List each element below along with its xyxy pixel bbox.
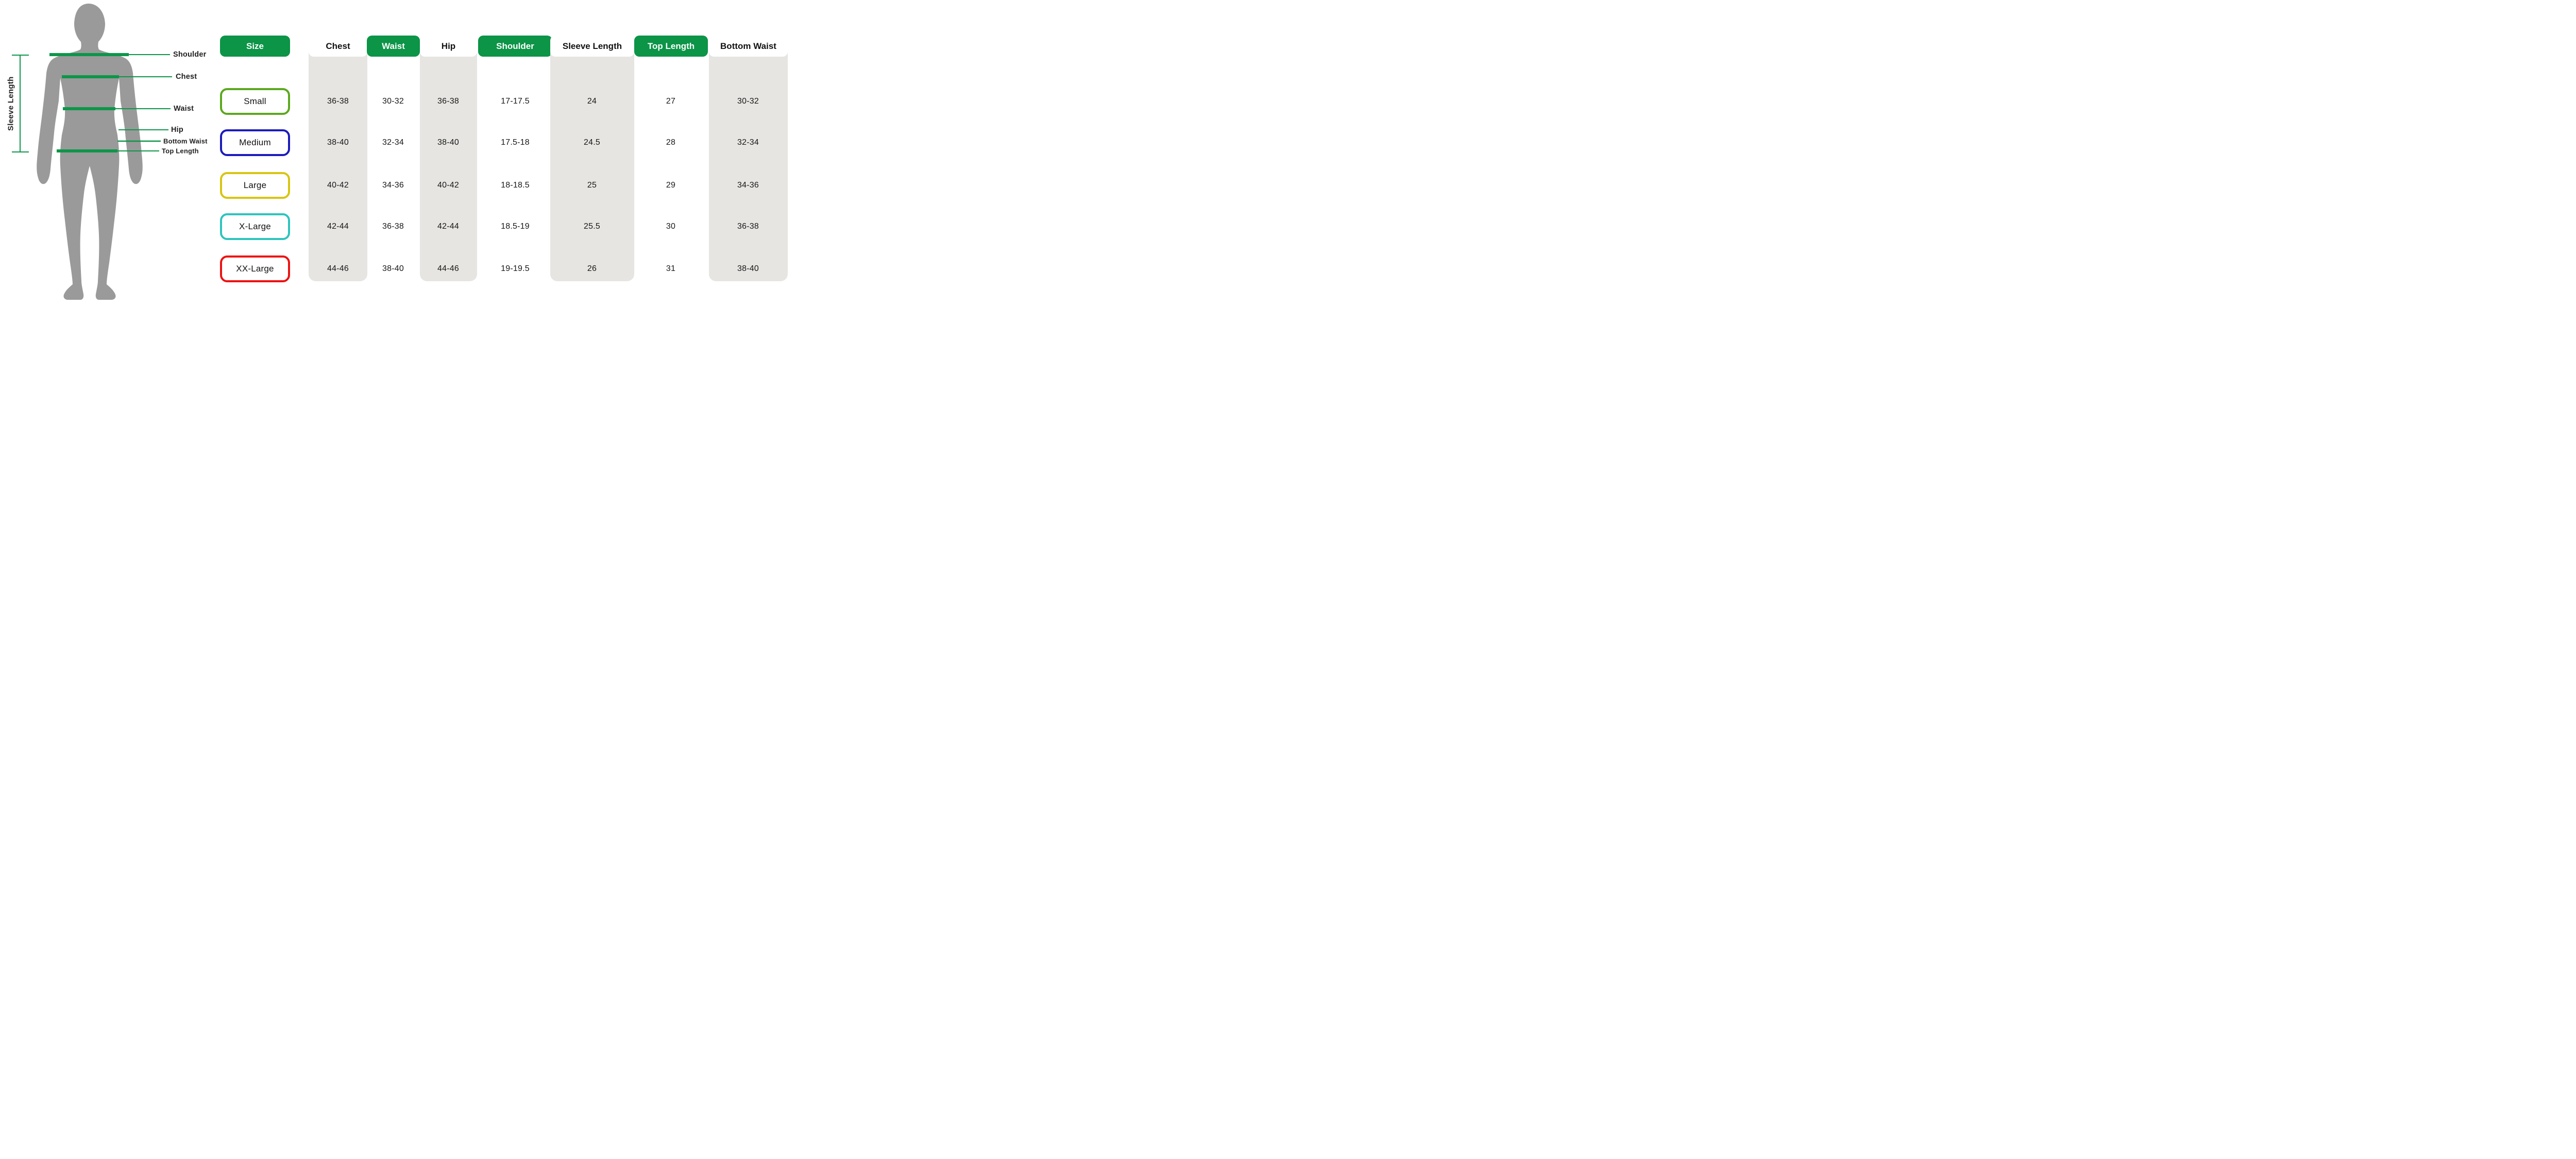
cell-bottom-waist-small: 30-32 <box>737 97 759 106</box>
column-band-hip <box>420 46 477 281</box>
cell-waist-xxlarge: 38-40 <box>382 264 404 273</box>
cell-sleeve-length-large: 25 <box>587 181 597 190</box>
cell-hip-xxlarge: 44-46 <box>437 264 459 273</box>
cell-sleeve-length-medium: 24.5 <box>584 138 600 147</box>
column-header-waist: Waist <box>367 36 420 57</box>
diagram-label-top-length: Top Length <box>162 147 199 155</box>
diagram-label-waist: Waist <box>174 105 194 113</box>
sleeve-length-axis-label: Sleeve Length <box>6 76 15 131</box>
diagram-label-chest: Chest <box>176 73 197 81</box>
cell-shoulder-large: 18-18.5 <box>501 181 530 190</box>
cell-sleeve-length-small: 24 <box>587 97 597 106</box>
cell-top-length-xxlarge: 31 <box>666 264 676 273</box>
cell-shoulder-small: 17-17.5 <box>501 97 530 106</box>
cell-hip-small: 36-38 <box>437 97 459 106</box>
cell-shoulder-xxlarge: 19-19.5 <box>501 264 530 273</box>
cell-shoulder-xlarge: 18.5-19 <box>501 222 530 231</box>
diagram-label-shoulder: Shoulder <box>173 50 207 59</box>
cell-chest-xlarge: 42-44 <box>327 222 349 231</box>
cell-chest-medium: 38-40 <box>327 138 349 147</box>
cell-sleeve-length-xlarge: 25.5 <box>584 222 600 231</box>
cell-top-length-large: 29 <box>666 181 676 190</box>
column-band-sleeve-length <box>550 46 634 281</box>
cell-top-length-medium: 28 <box>666 138 676 147</box>
cell-waist-large: 34-36 <box>382 181 404 190</box>
cell-bottom-waist-medium: 32-34 <box>737 138 759 147</box>
cell-waist-xlarge: 36-38 <box>382 222 404 231</box>
column-header-sleeve-length: Sleeve Length <box>550 36 634 57</box>
cell-sleeve-length-xxlarge: 26 <box>587 264 597 273</box>
sleeve-length-dimension-line <box>12 55 29 152</box>
column-header-bottom-waist: Bottom Waist <box>709 36 788 57</box>
cell-hip-large: 40-42 <box>437 181 459 190</box>
size-button-medium[interactable]: Medium <box>220 129 290 156</box>
size-chart-infographic: Sleeve Length Shoulder Chest Waist Hip Botto… <box>0 0 808 306</box>
cell-chest-large: 40-42 <box>327 181 349 190</box>
body-measurement-diagram <box>12 4 172 300</box>
column-header-chest: Chest <box>309 36 367 57</box>
column-band-bottom-waist <box>709 46 788 281</box>
cell-chest-small: 36-38 <box>327 97 349 106</box>
cell-bottom-waist-xlarge: 36-38 <box>737 222 759 231</box>
column-header-size: Size <box>220 36 290 57</box>
cell-hip-xlarge: 42-44 <box>437 222 459 231</box>
size-button-small[interactable]: Small <box>220 88 290 115</box>
diagram-label-bottom-waist: Bottom Waist <box>163 137 208 145</box>
size-button-xxlarge[interactable]: XX-Large <box>220 255 290 282</box>
cell-hip-medium: 38-40 <box>437 138 459 147</box>
column-band-chest <box>309 46 367 281</box>
cell-bottom-waist-large: 34-36 <box>737 181 759 190</box>
cell-top-length-small: 27 <box>666 97 676 106</box>
column-header-hip: Hip <box>420 36 477 57</box>
cell-chest-xxlarge: 44-46 <box>327 264 349 273</box>
size-button-large[interactable]: Large <box>220 172 290 199</box>
cell-waist-small: 30-32 <box>382 97 404 106</box>
column-header-shoulder: Shoulder <box>478 36 552 57</box>
diagram-label-hip: Hip <box>171 126 183 134</box>
cell-top-length-xlarge: 30 <box>666 222 676 231</box>
cell-bottom-waist-xxlarge: 38-40 <box>737 264 759 273</box>
cell-shoulder-medium: 17.5-18 <box>501 138 530 147</box>
cell-waist-medium: 32-34 <box>382 138 404 147</box>
size-button-xlarge[interactable]: X-Large <box>220 213 290 240</box>
column-header-top-length: Top Length <box>634 36 708 57</box>
